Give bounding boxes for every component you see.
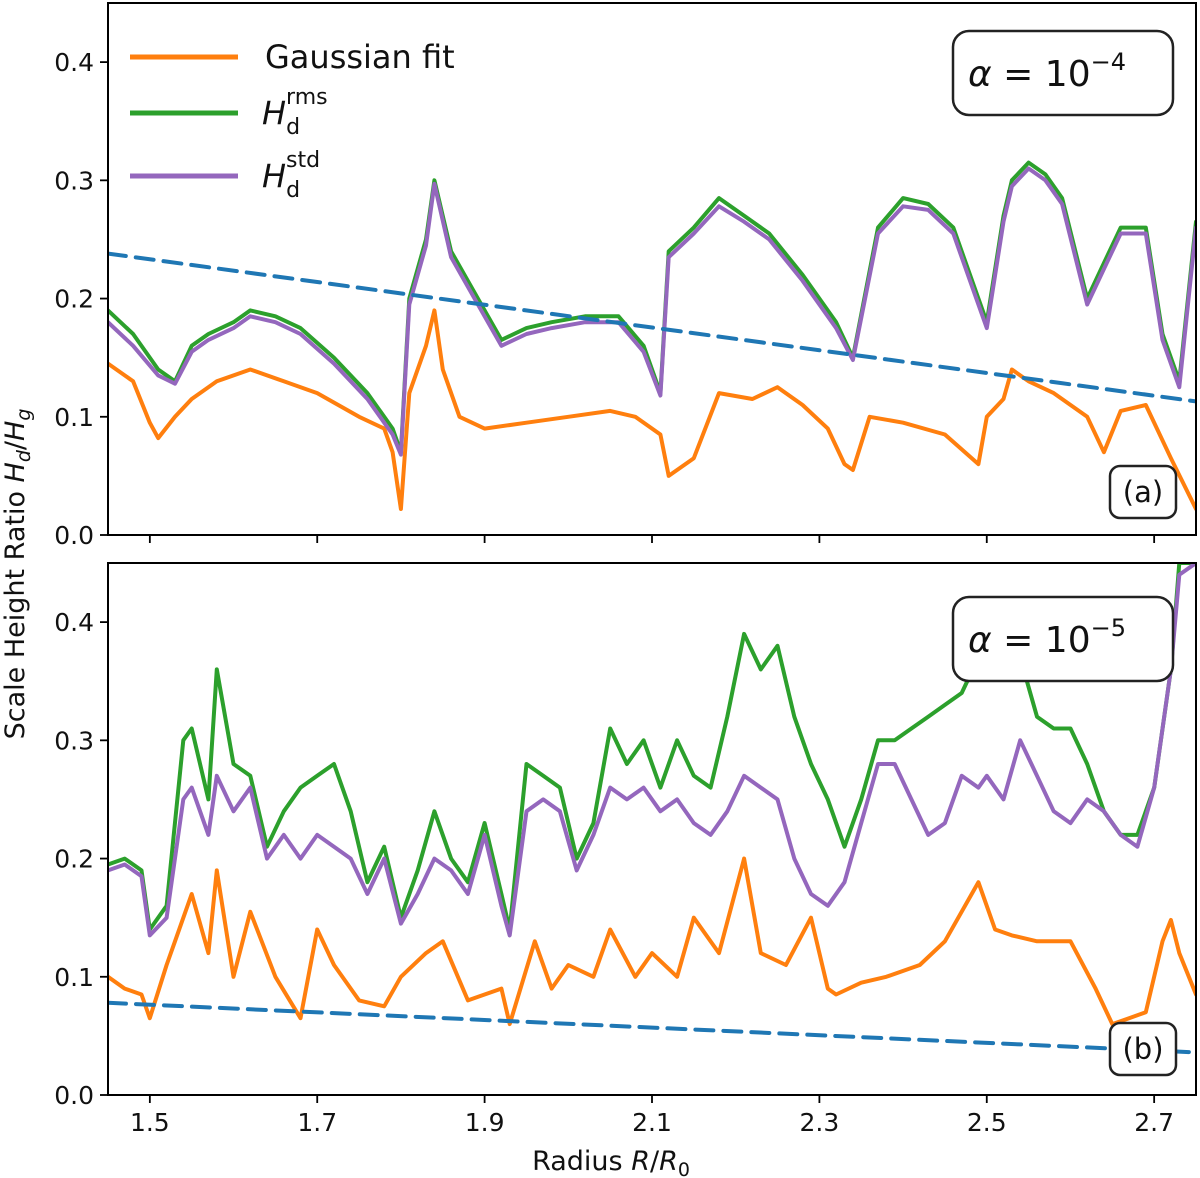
panel-a-y-tick-label: 0.2 [54,285,94,314]
x-tick-label: 2.1 [632,1108,672,1137]
panel-a-y-tick-label: 0.3 [54,166,94,195]
x-tick-label: 2.5 [967,1108,1007,1137]
legend-label-std: Hdstd [262,148,320,203]
panel-b-y-tick-label: 0.3 [54,726,94,755]
panel-tag-a: (a) [1108,464,1178,520]
panel-b-y-tick-label: 0.0 [54,1081,94,1110]
svg-text:(b): (b) [1122,1032,1163,1066]
x-tick-label: 1.9 [465,1108,505,1137]
x-tick-label: 1.7 [297,1108,337,1137]
panel-b: 1.5 1.7 1.9 2.1 2.3 2.5 2.7 0.0 0.1 0.2 0.3 0.4 α =… [54,562,1197,1137]
legend: Gaussian fit Hdrms Hdstd [130,38,455,203]
annotation-alpha-a: α = 10−4 [951,29,1175,117]
panel-b-ticks: 1.5 1.7 1.9 2.1 2.3 2.5 2.7 0.0 0.1 0.2 0.3 0.4 [54,608,1174,1137]
x-axis-label: Radius R/R0 [532,1146,690,1178]
panel-a-series-reference [108,251,1196,404]
annotation-alpha-b: α = 10−5 [951,595,1175,683]
panel-b-series-std [108,563,1196,938]
panel-a-y-tick-label: 0.4 [54,48,94,77]
panel-a-lines [108,160,1196,511]
x-tick-label: 1.5 [130,1108,170,1137]
panel-b-y-tick-label: 0.4 [54,608,94,637]
panel-a-y-tick-label: 0.0 [54,521,94,550]
panel-b-y-tick-label: 0.1 [54,963,94,992]
x-tick-label: 2.3 [800,1108,840,1137]
panel-a-series-gaussian [108,308,1196,511]
panel-b-series-gaussian [108,856,1196,1027]
panel-b-y-tick-label: 0.2 [54,845,94,874]
legend-label-rms: Hdrms [262,85,328,140]
legend-label-gaussian: Gaussian fit [265,38,455,76]
panel-a: 0.0 0.1 0.2 0.3 0.4 Gaussian fit Hdrms Hdstd… [54,2,1197,550]
svg-text:(a): (a) [1123,475,1163,509]
panel-b-frame [107,562,1197,1096]
panel-a-ticks: 0.0 0.1 0.2 0.3 0.4 [54,48,1156,550]
panel-a-series-std [108,166,1196,457]
panel-tag-b: (b) [1108,1021,1178,1077]
panel-a-frame [107,2,1197,536]
x-tick-label: 2.7 [1134,1108,1174,1137]
panel-a-y-tick-label: 0.1 [54,403,94,432]
panel-a-series-rms [108,160,1196,455]
y-axis-label: Scale Height Ratio Hd/Hg [0,409,35,740]
panel-b-series-reference [108,1000,1196,1055]
